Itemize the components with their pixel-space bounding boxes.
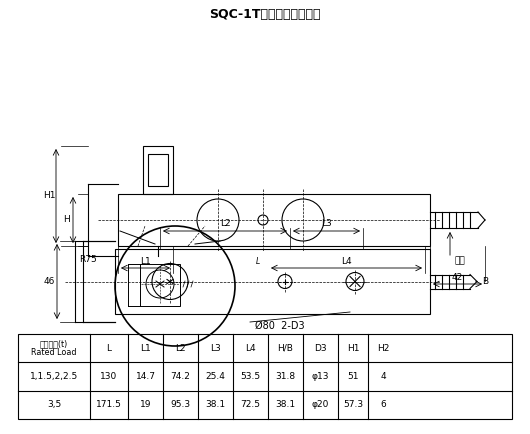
Text: Ø80  2-D3: Ø80 2-D3 xyxy=(255,321,305,331)
Text: 1,1.5,2,2.5: 1,1.5,2,2.5 xyxy=(30,372,78,381)
Text: L2: L2 xyxy=(175,344,186,353)
Bar xyxy=(115,249,430,314)
Text: 4: 4 xyxy=(380,372,386,381)
Text: SQC-1T称重传感器尺寸图: SQC-1T称重传感器尺寸图 xyxy=(209,7,321,20)
Text: L4: L4 xyxy=(341,257,352,266)
Bar xyxy=(18,334,512,419)
Text: 3,5: 3,5 xyxy=(47,400,61,409)
Text: 57.3: 57.3 xyxy=(343,400,363,409)
Text: 95.3: 95.3 xyxy=(171,400,191,409)
Bar xyxy=(143,146,173,194)
Text: 38.1: 38.1 xyxy=(276,400,296,409)
Text: L4: L4 xyxy=(245,344,256,353)
Text: 51: 51 xyxy=(347,372,359,381)
Text: H/B: H/B xyxy=(278,344,294,353)
Text: φ20: φ20 xyxy=(312,400,329,409)
Text: L1: L1 xyxy=(140,257,151,266)
Text: L: L xyxy=(256,257,260,266)
Text: 14.7: 14.7 xyxy=(136,372,155,381)
Text: 130: 130 xyxy=(100,372,118,381)
Text: H2: H2 xyxy=(377,344,389,353)
Text: B: B xyxy=(482,277,488,286)
Text: L3: L3 xyxy=(210,344,221,353)
Text: 38.1: 38.1 xyxy=(206,400,226,409)
Text: D3: D3 xyxy=(314,344,327,353)
Text: 19: 19 xyxy=(140,400,151,409)
Text: 31.8: 31.8 xyxy=(276,372,296,381)
Bar xyxy=(140,264,180,306)
Text: L: L xyxy=(107,344,111,353)
Text: 6: 6 xyxy=(380,400,386,409)
Text: H1: H1 xyxy=(347,344,359,353)
Text: H: H xyxy=(63,216,69,224)
Text: L3: L3 xyxy=(321,218,332,227)
Text: 42: 42 xyxy=(452,273,463,283)
Text: L2: L2 xyxy=(220,218,231,227)
Bar xyxy=(148,154,168,186)
Text: 171.5: 171.5 xyxy=(96,400,122,409)
Text: 53.5: 53.5 xyxy=(241,372,261,381)
Text: 72.5: 72.5 xyxy=(241,400,261,409)
Text: 46: 46 xyxy=(43,277,55,286)
Text: H1: H1 xyxy=(43,191,55,201)
Text: Rated Load: Rated Load xyxy=(31,349,77,357)
Text: φ13: φ13 xyxy=(312,372,329,381)
Text: 额定载荷(t): 额定载荷(t) xyxy=(40,339,68,348)
Text: 74.2: 74.2 xyxy=(171,372,190,381)
Text: L1: L1 xyxy=(140,344,151,353)
Text: 25.4: 25.4 xyxy=(206,372,225,381)
Text: R75: R75 xyxy=(79,254,97,263)
Text: 垫片: 垫片 xyxy=(455,256,465,266)
Bar xyxy=(118,194,430,246)
